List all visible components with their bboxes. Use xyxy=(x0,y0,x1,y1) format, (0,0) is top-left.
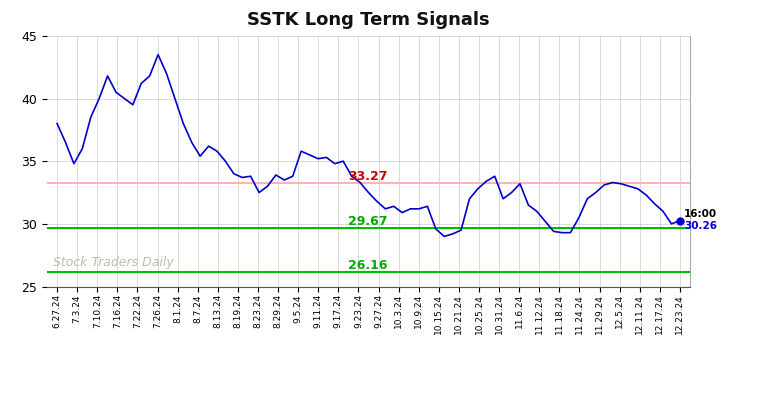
Text: Stock Traders Daily: Stock Traders Daily xyxy=(53,256,174,269)
Text: 16:00: 16:00 xyxy=(684,209,717,219)
Text: 33.27: 33.27 xyxy=(348,170,388,183)
Title: SSTK Long Term Signals: SSTK Long Term Signals xyxy=(247,11,490,29)
Text: 29.67: 29.67 xyxy=(348,215,388,228)
Text: 26.16: 26.16 xyxy=(348,259,388,272)
Text: 30.26: 30.26 xyxy=(684,221,717,231)
